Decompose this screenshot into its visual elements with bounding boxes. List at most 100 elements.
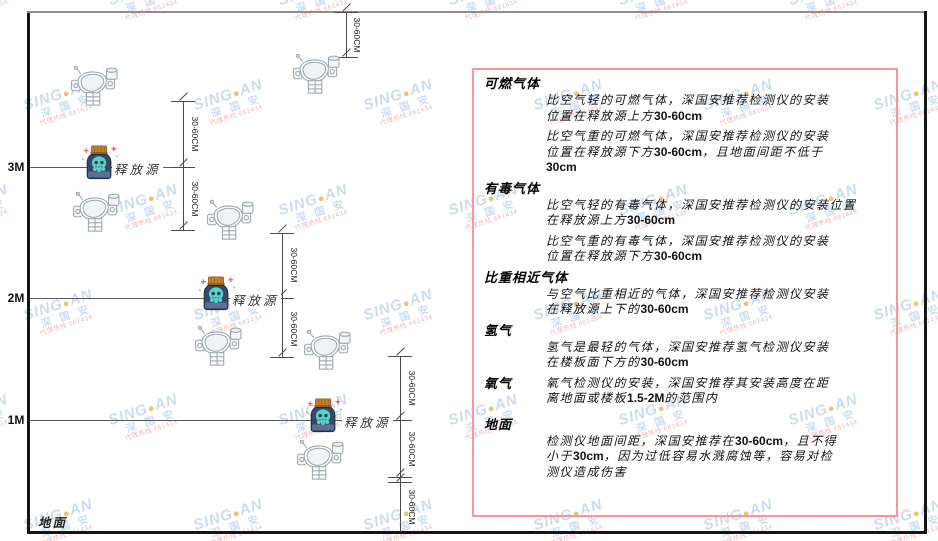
dimension-tick — [334, 12, 358, 13]
panel-section: 地面检测仪地面间距，深国安推荐在30-60cm，且不得 小于30cm，因为过低容易… — [484, 417, 884, 481]
watermark-subtext: 代理热线:661434 — [0, 208, 9, 233]
watermark-brand: SING●AN — [191, 75, 266, 115]
watermark-cn: 深 国 安 — [294, 197, 348, 226]
watermark-dot-icon: ● — [401, 296, 413, 311]
panel-section: 有毒气体 比空气轻的有毒气体，深国安推荐检测仪的安装位置 在释放源上方30-60cm… — [484, 181, 884, 265]
watermark-cn: 深 国 安 — [209, 92, 263, 121]
watermark-brand: SING●AN — [0, 0, 10, 9]
watermark-dot-icon: ● — [316, 191, 328, 206]
dimension-tick — [388, 482, 412, 483]
watermark-dot-icon: ● — [911, 506, 923, 521]
dimension-tick — [171, 101, 195, 102]
gas-detector-icon — [70, 64, 120, 108]
watermark-dot-icon: ● — [146, 191, 158, 206]
release-source-icon — [79, 144, 121, 182]
paragraph-line: 测仪造成伤害 — [546, 464, 628, 479]
watermark-brand: SING●AN — [361, 495, 436, 535]
gas-detector-icon — [194, 324, 244, 368]
ground-label: 地面 — [38, 516, 68, 530]
paragraph-line: 检测仪地面间距，深国安推荐在30-60cm，且不得 — [546, 433, 838, 448]
dimension-tick — [270, 298, 294, 299]
watermark-brand: SING●AN — [106, 390, 181, 430]
dimension-tick — [171, 230, 195, 231]
watermark-cn: 深 国 安 — [379, 92, 433, 121]
paragraph-line: 位置在释放源上方30-60cm — [546, 108, 703, 123]
dimension-tick — [388, 420, 412, 421]
level-label-1m: 1M — [7, 413, 25, 427]
paragraph-line: 在楼板面下方的30-60cm — [546, 355, 689, 369]
dimension-label: 30-60CM — [407, 489, 417, 525]
paragraph-line: 比空气重的有毒气体，深国安推荐检测仪的安装 — [546, 233, 830, 248]
watermark-dot-icon: ● — [911, 296, 923, 311]
release-source-label: 释放源 — [342, 412, 393, 431]
paragraph-line: 氢气是最轻的气体，深国安推荐氢气检测仪安装 — [546, 339, 830, 354]
level-line-2m — [30, 298, 282, 299]
dimension-tick — [171, 167, 195, 168]
paragraph-line: 30cm — [546, 160, 577, 174]
section-heading: 氢气 — [484, 322, 513, 338]
watermark-subtext: 代理热线:661434 — [0, 0, 9, 23]
dimension-tick — [270, 357, 294, 358]
section-heading: 地面 — [484, 416, 513, 432]
installation-guide-panel: 可燃气体 比空气轻的可燃气体，深国安推荐检测仪的安装 位置在释放源上方30-60cm… — [472, 68, 898, 517]
dimension-tick — [334, 57, 358, 58]
gas-detector-icon — [296, 438, 346, 482]
watermark-brand: SING●AN — [0, 180, 11, 205]
section-heading: 比重相近气体 — [484, 269, 569, 285]
section-paragraph: 检测仪地面间距，深国安推荐在30-60cm，且不得 小于30cm，因为过低容易水溅… — [546, 434, 884, 481]
release-source-label: 释放源 — [112, 159, 163, 178]
panel-section: 可燃气体 比空气轻的可燃气体，深国安推荐检测仪的安装 位置在释放源上方30-60cm… — [484, 76, 884, 176]
watermark-brand: SING●AN — [786, 0, 860, 9]
panel-section: 氢气氢气是最轻的气体，深国安推荐氢气检测仪安装 在楼板面下方的30-60cm — [484, 323, 884, 371]
watermark-subtext: 代理热线:661434 — [379, 313, 434, 338]
section-paragraph: 与空气比重相近的气体，深国安推荐检测仪安装 在释放源上下的30-60cm — [546, 287, 884, 318]
watermark-subtext: 代理热线:661434 — [39, 313, 94, 338]
dimension-label: 30-60CM — [407, 370, 417, 406]
watermark-brand: SING●AN — [276, 0, 350, 9]
gas-detector-icon — [303, 328, 353, 372]
paragraph-line: 比空气轻的有毒气体，深国安推荐检测仪的安装位置 — [546, 197, 857, 212]
watermark-brand: SING●AN — [276, 180, 351, 220]
paragraph-line: 比空气轻的可燃气体，深国安推荐检测仪的安装 — [546, 93, 830, 107]
watermark-brand: SING●AN — [361, 285, 436, 325]
watermark-brand: SING●AN — [106, 0, 180, 9]
dimension-line — [282, 233, 283, 358]
watermark-dot-icon: ● — [146, 401, 158, 416]
gas-detector-icon — [206, 198, 256, 242]
right-frame-line — [924, 11, 927, 534]
paragraph-line: 离地面或楼板1.5-2M的范围内 — [546, 391, 719, 405]
dimension-label: 30-60CM — [190, 181, 200, 217]
watermark-dot-icon: ● — [231, 506, 243, 521]
level-line-1m — [30, 420, 400, 421]
gas-detector-icon — [72, 190, 122, 234]
dimension-label: 30-60CM — [190, 116, 200, 152]
watermark-cn: 深 国 安 — [39, 302, 93, 331]
ceiling-line — [27, 11, 926, 13]
paragraph-line: 小于30cm，因为过低容易水溅腐蚀等，容易对检 — [546, 449, 834, 463]
section-paragraph: 氧气检测仪的安装，深国安推荐其安装高度在距 离地面或楼板1.5-2M的范围内 — [546, 376, 884, 407]
watermark-cn: 深 国 安 — [0, 197, 8, 225]
section-heading: 氧气 — [484, 375, 513, 391]
paragraph-line: 氧气检测仪的安装，深国安推荐其安装高度在距 — [546, 375, 830, 390]
section-paragraph: 氢气是最轻的气体，深国安推荐氢气检测仪安装 在楼板面下方的30-60cm — [546, 340, 884, 371]
watermark-dot-icon: ● — [401, 86, 413, 101]
watermark-cn: 深 国 安 — [209, 512, 263, 541]
dimension-label: 30-60CM — [407, 431, 417, 467]
watermark-subtext: 代理热线:661434 — [294, 208, 349, 233]
wall-line — [27, 11, 30, 534]
section-paragraph: 比空气重的可燃气体，深国安推荐检测仪的安装 位置在释放源下方30-60cm，且地面… — [546, 129, 884, 176]
paragraph-line: 比空气重的可燃气体，深国安推荐检测仪的安装 — [546, 129, 830, 143]
watermark-brand: SING●AN — [191, 495, 266, 535]
dimension-line — [183, 101, 184, 231]
section-paragraph: 比空气重的有毒气体，深国安推荐检测仪的安装 位置在释放源下方30-60cm — [546, 234, 884, 265]
section-heading: 有毒气体 — [484, 180, 541, 196]
